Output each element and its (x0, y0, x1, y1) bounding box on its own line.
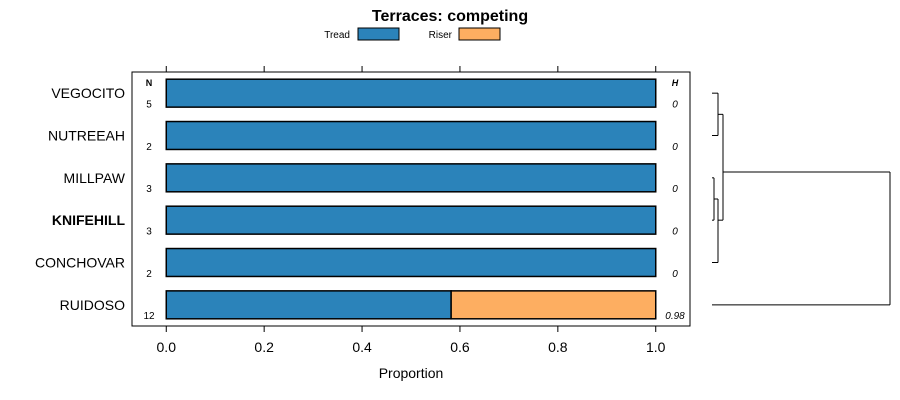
n-column-header: N (146, 78, 153, 88)
n-value: 5 (146, 100, 152, 111)
h-value: 0 (672, 227, 678, 238)
bar-millpaw-tread (165, 163, 657, 193)
h-column-header: H (672, 78, 679, 88)
legend-swatch-riser (458, 27, 501, 41)
bar-vegocito-tread (165, 78, 657, 108)
h-value: 0 (672, 100, 678, 111)
legend-swatch-tread (357, 27, 400, 41)
x-tick-label: 0.0 (157, 339, 177, 355)
n-value: 2 (146, 142, 152, 153)
category-label: RUIDOSO (60, 297, 125, 313)
x-tick-label: 0.4 (352, 339, 372, 355)
h-value: 0 (672, 142, 678, 153)
chart-title: Terraces: competing (372, 8, 528, 25)
category-label: CONCHOVAR (35, 255, 125, 271)
category-label: VEGOCITO (51, 85, 125, 101)
h-value: 0.98 (665, 311, 685, 322)
dendrogram (712, 92, 891, 306)
plot-frame (131, 71, 691, 327)
legend-label-tread: Tread (324, 30, 350, 41)
legend-label-riser: Riser (429, 30, 453, 41)
bar-conchovar-tread (165, 247, 657, 278)
x-tick-label: 0.6 (450, 339, 470, 355)
category-label: NUTREEAH (48, 128, 125, 144)
category-label: MILLPAW (64, 170, 126, 186)
bars-layer: VEGOCITO 5 0 NUTREEAH 2 0 MILLPAW 3 0 KNIFEHILL 3 0… (35, 78, 685, 322)
category-label: KNIFEHILL (52, 212, 126, 228)
h-value: 0 (672, 184, 678, 195)
x-tick-label: 1.0 (646, 339, 666, 355)
bar-knifehill-tread (165, 205, 657, 235)
x-axis-title: Proportion (379, 365, 444, 381)
bar-ruidoso-riser (450, 290, 657, 320)
bar-nutreeah-tread (165, 120, 657, 151)
x-tick-label: 0.2 (254, 339, 274, 355)
axes-layer: 0.0 0.2 0.4 0.6 0.8 1.0 (157, 66, 666, 355)
n-value: 12 (143, 311, 155, 322)
h-value: 0 (672, 269, 678, 280)
n-value: 3 (146, 184, 152, 195)
n-value: 2 (146, 269, 152, 280)
legend: Tread Riser (324, 27, 501, 41)
n-value: 3 (146, 227, 152, 238)
bar-ruidoso-tread (165, 290, 452, 320)
x-tick-label: 0.8 (548, 339, 568, 355)
